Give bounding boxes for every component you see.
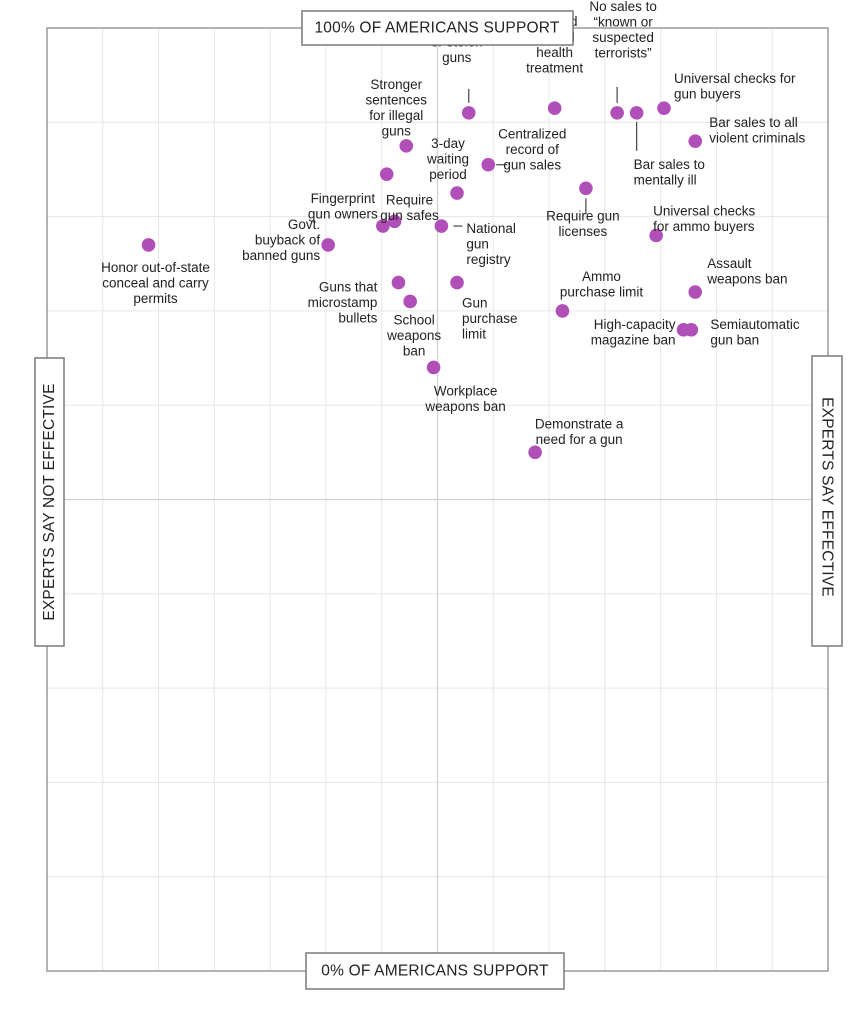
top-axis-label: 100% OF AMERICANS SUPPORT <box>301 10 574 46</box>
point-label: Universal checks for gun buyers <box>674 71 796 102</box>
left-axis-label-text: EXPERTS SAY NOT EFFECTIVE <box>41 383 58 620</box>
data-point <box>321 238 335 252</box>
point-label: Require gun safes <box>380 192 439 223</box>
point-label: Semiautomatic gun ban <box>710 317 800 348</box>
point-label: Assault weapons ban <box>706 256 787 287</box>
point-label: Centralized record of gun sales <box>498 127 566 173</box>
point-label: Bar sales to all violent criminals <box>709 115 805 146</box>
point-label: Fingerprint gun owners <box>308 191 378 222</box>
top-axis-label-text: 100% OF AMERICANS SUPPORT <box>314 20 559 37</box>
point-label: No sales to “known or suspected terrorists” <box>589 0 657 60</box>
data-point <box>376 219 390 233</box>
label-leader-lines <box>453 86 638 227</box>
data-points <box>141 101 703 460</box>
left-axis-label: EXPERTS SAY NOT EFFECTIVE <box>34 357 65 647</box>
data-point <box>387 214 402 229</box>
data-point <box>426 360 441 375</box>
point-label: 3-day waiting period <box>426 136 469 182</box>
data-point <box>481 157 496 172</box>
data-point <box>403 294 417 309</box>
data-point <box>684 322 699 337</box>
point-label: Bar sales to mentally ill <box>634 157 705 188</box>
data-point <box>547 101 562 115</box>
right-axis-label: EXPERTS SAY EFFECTIVE <box>811 355 843 647</box>
data-point <box>629 106 644 120</box>
point-label: High-capacity magazine ban <box>591 317 676 348</box>
data-point <box>379 167 394 181</box>
data-point <box>657 101 671 115</box>
data-point <box>688 285 703 299</box>
data-point <box>649 228 663 243</box>
bottom-axis-label: 0% OF AMERICANS SUPPORT <box>305 952 565 990</box>
point-label: National gun registry <box>466 221 516 267</box>
data-point <box>450 275 464 290</box>
data-point <box>141 238 156 252</box>
point-label: Stronger sentences for illegal guns <box>365 77 427 139</box>
data-point <box>434 219 449 233</box>
point-label: Ammo purchase limit <box>560 269 644 300</box>
point-label: Demonstrate a need for a gun <box>535 416 624 447</box>
point-label: Workplace weapons ban <box>424 383 505 414</box>
point-label: Honor out-of-state conceal and carry permi… <box>101 260 210 306</box>
axis-labels: 100% OF AMERICANS SUPPORT 0% OF AMERICAN… <box>34 10 843 990</box>
bottom-axis-label-text: 0% OF AMERICANS SUPPORT <box>321 963 549 980</box>
data-point <box>688 134 703 148</box>
data-point <box>461 106 476 120</box>
data-point <box>579 181 593 196</box>
data-point <box>399 139 414 153</box>
data-point <box>391 275 406 290</box>
data-point <box>610 106 624 120</box>
data-point <box>555 304 570 318</box>
point-label: Guns that microstamp bullets <box>308 280 378 326</box>
right-axis-label-text: EXPERTS SAY EFFECTIVE <box>819 397 836 597</box>
point-label: Gun purchase limit <box>462 296 518 342</box>
point-label: Require gun licenses <box>546 208 620 239</box>
point-labels: Report lostor stolengunsExpandmentalheal… <box>101 0 805 447</box>
point-label: Universal checks for ammo buyers <box>653 203 755 234</box>
data-point <box>450 186 464 200</box>
point-label: School weapons ban <box>386 312 441 358</box>
point-label: Govt. buyback of banned guns <box>242 217 320 263</box>
data-point <box>528 445 542 460</box>
